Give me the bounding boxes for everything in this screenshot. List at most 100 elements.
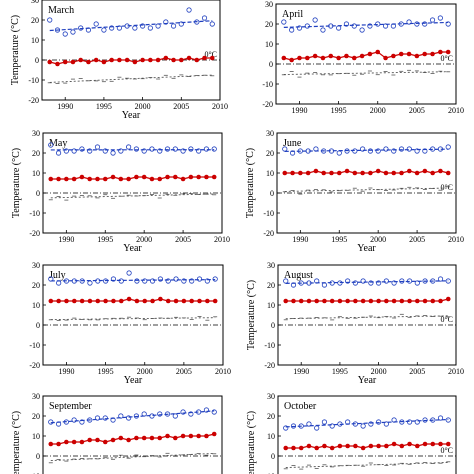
y-tick-label: 0 <box>36 452 40 461</box>
min-trend-line <box>50 317 216 321</box>
mean-point <box>196 433 201 439</box>
max-point <box>329 280 335 286</box>
x-tick-label: 1995 <box>98 367 114 376</box>
mean-point <box>70 59 76 65</box>
mean-point <box>173 435 178 441</box>
max-point <box>360 423 366 429</box>
mean-point <box>86 59 91 65</box>
max-point <box>132 25 138 31</box>
mean-point <box>134 298 140 304</box>
max-point <box>48 276 54 282</box>
x-tick-label: 1990 <box>58 367 74 376</box>
max-point <box>173 276 179 282</box>
y-tick-label: 0 <box>36 189 40 198</box>
min-trend-line <box>49 74 213 83</box>
mean-point <box>132 59 138 65</box>
x-axis-title: Year <box>357 243 376 254</box>
max-point <box>87 148 93 154</box>
max-point <box>63 148 69 154</box>
mean-point <box>189 298 194 304</box>
mean-point <box>430 170 435 176</box>
zero-label: 0°C <box>204 50 217 59</box>
max-point <box>414 21 420 27</box>
x-axis-title: Year <box>358 375 377 386</box>
max-point <box>209 21 215 27</box>
mean-point <box>383 170 389 176</box>
x-axis-title: Year <box>124 375 143 386</box>
max-point <box>55 421 62 427</box>
zero-label: 0°C <box>440 54 453 63</box>
mean-point <box>329 298 335 304</box>
max-point <box>204 278 210 284</box>
plot-frame <box>42 264 224 366</box>
mean-point <box>56 298 61 304</box>
mean-point <box>314 445 319 451</box>
mean-point <box>142 298 148 304</box>
max-point <box>383 421 389 427</box>
max-point <box>320 27 326 33</box>
max-point <box>399 419 405 425</box>
min-trend-line <box>285 461 449 469</box>
mean-point <box>149 176 155 182</box>
max-point <box>437 146 444 152</box>
mean-point <box>134 174 139 180</box>
max-point <box>391 280 397 286</box>
mean-point <box>445 296 451 302</box>
max-point <box>118 278 124 284</box>
mean-point <box>322 443 327 449</box>
mean-point <box>430 298 436 304</box>
mean-point <box>148 57 153 63</box>
mean-line <box>50 176 215 180</box>
mean-point <box>399 170 404 176</box>
mean-point <box>56 176 61 182</box>
max-point <box>79 146 85 152</box>
max-point <box>429 17 436 23</box>
x-tick-label: 2010 <box>448 235 464 244</box>
max-point <box>289 27 295 33</box>
mean-point <box>352 170 358 176</box>
mean-point <box>368 298 374 304</box>
mean-point <box>391 53 396 59</box>
max-point <box>126 270 132 276</box>
mean-point <box>414 170 420 176</box>
mean-point <box>64 298 69 304</box>
y-tick-label: -10 <box>262 80 273 89</box>
max-point <box>165 278 171 284</box>
max-point <box>337 421 343 427</box>
mean-point <box>345 443 350 449</box>
max-point <box>140 23 146 29</box>
max-point <box>321 419 328 425</box>
max-point <box>163 19 169 25</box>
mean-point <box>95 437 100 443</box>
max-point <box>422 148 428 154</box>
max-point <box>383 278 389 284</box>
max-point <box>406 419 413 425</box>
max-point <box>290 423 297 429</box>
max-point <box>399 278 405 284</box>
mean-point <box>438 168 443 174</box>
y-tick-label: 30 <box>32 392 40 401</box>
mean-point <box>336 170 342 176</box>
mean-point <box>375 168 381 174</box>
panel-title: September <box>49 401 92 412</box>
panel-title: August <box>284 270 313 281</box>
max-point <box>422 21 428 27</box>
mean-point <box>337 443 343 449</box>
max-point <box>382 23 389 29</box>
mean-point <box>204 433 209 439</box>
y-tick-label: 30 <box>32 261 40 270</box>
max-point <box>71 148 77 154</box>
max-point <box>71 278 77 284</box>
y-tick-label: -20 <box>263 229 274 238</box>
mean-point <box>422 51 427 57</box>
max-point <box>56 280 62 286</box>
y-tick-label: -10 <box>28 76 39 85</box>
mean-point <box>312 53 318 59</box>
mean-point <box>93 57 99 63</box>
mean-point <box>329 445 335 451</box>
mean-point <box>383 55 388 61</box>
max-point <box>383 146 389 152</box>
max-point <box>196 409 202 415</box>
mean-point <box>101 59 107 65</box>
